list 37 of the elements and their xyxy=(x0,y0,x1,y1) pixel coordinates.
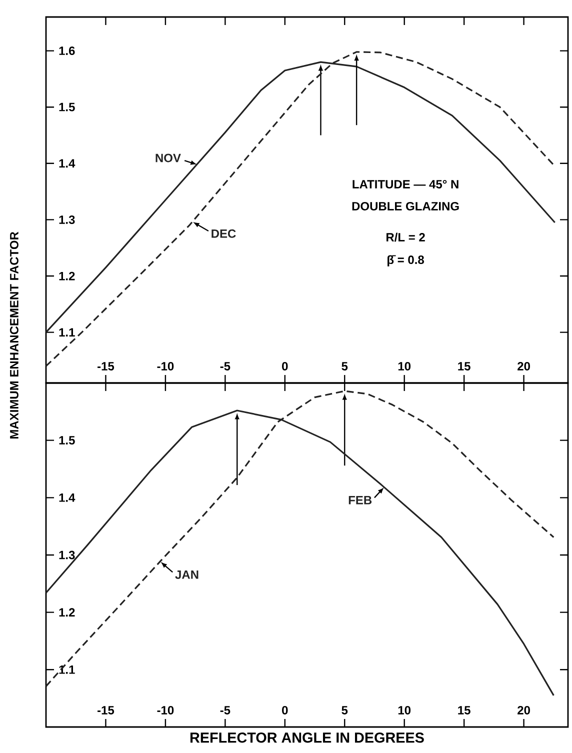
annotation: LATITUDE — 45° N xyxy=(352,180,458,188)
x-tick-label: 5 xyxy=(342,706,348,714)
x-tick-label: -5 xyxy=(220,706,230,714)
y-tick-label: 1.5 xyxy=(59,102,75,112)
x-tick-label: 15 xyxy=(458,362,470,370)
annotation: R/L = 2 xyxy=(386,232,425,242)
x-tick-label: -15 xyxy=(98,362,114,370)
y-tick-label: 1.4 xyxy=(59,159,76,168)
y-tick-label: 1.2 xyxy=(59,608,75,617)
y-tick-label: 1.1 xyxy=(59,666,75,674)
x-tick-label: 0 xyxy=(282,362,288,370)
x-tick-label: -10 xyxy=(157,706,174,714)
series-label: NOV xyxy=(156,154,181,162)
y-tick-label: 1.6 xyxy=(59,46,75,56)
annotation: β̄ = 0.8 xyxy=(388,255,424,266)
y-tick-label: 1.2 xyxy=(59,272,75,280)
series-label: FEB xyxy=(348,496,372,504)
annotation: DOUBLE GLAZING xyxy=(352,202,459,210)
y-axis-title: MAXIMUM ENHANCEMENT FACTOR xyxy=(10,232,18,439)
x-tick-label: 0 xyxy=(282,706,288,714)
x-tick-label: 10 xyxy=(398,362,411,370)
y-tick-label: 1.5 xyxy=(59,436,75,445)
x-tick-label: -15 xyxy=(98,706,114,714)
x-tick-label: 20 xyxy=(518,706,530,714)
series-label: JAN xyxy=(175,570,198,579)
x-axis-title: REFLECTOR ANGLE IN DEGREES xyxy=(190,732,424,743)
x-tick-label: 15 xyxy=(458,706,470,714)
series-label: DEC xyxy=(212,229,236,238)
y-tick-label: 1.1 xyxy=(59,328,75,336)
x-tick-label: -5 xyxy=(220,362,230,370)
x-tick-label: -10 xyxy=(157,362,174,370)
x-tick-label: 5 xyxy=(342,362,348,370)
y-tick-label: 1.3 xyxy=(59,550,75,560)
y-tick-label: 1.4 xyxy=(59,494,76,502)
y-tick-label: 1.3 xyxy=(59,215,75,224)
x-tick-label: 20 xyxy=(518,362,530,370)
x-tick-label: 10 xyxy=(398,706,411,714)
